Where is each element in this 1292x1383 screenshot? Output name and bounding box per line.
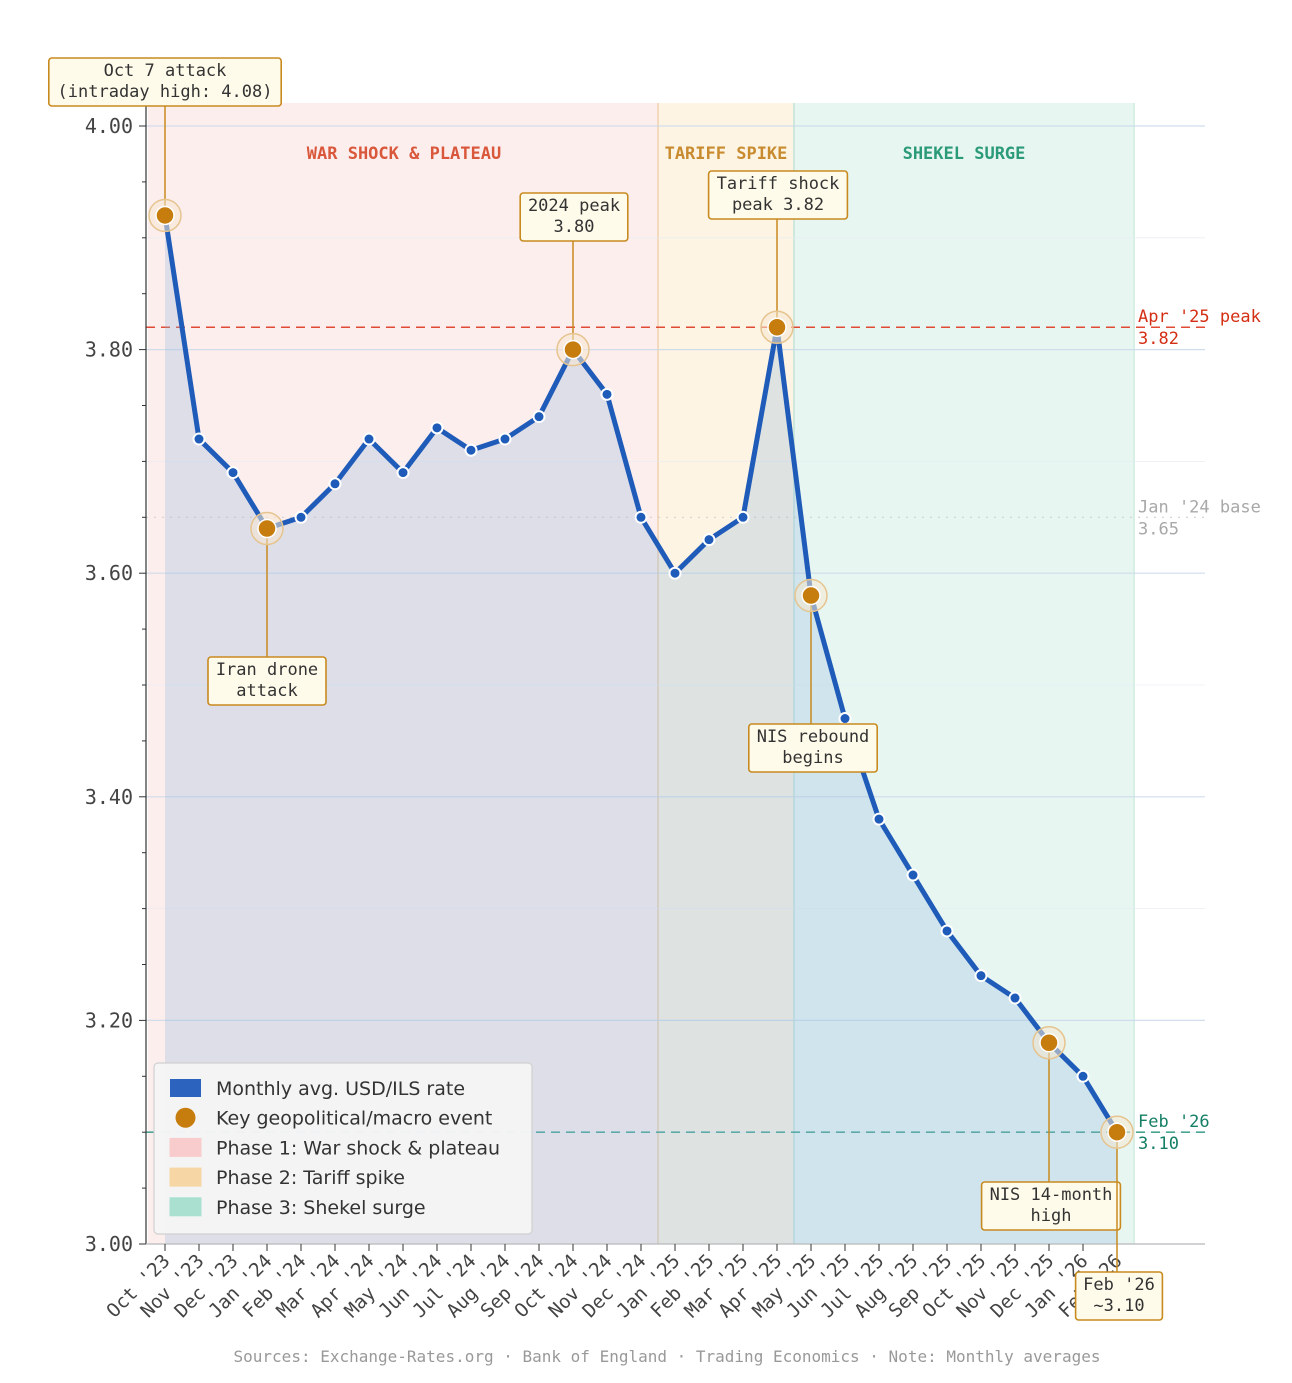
event-annotation-text: high: [1031, 1206, 1072, 1226]
event-annotation-text: 3.80: [554, 217, 595, 237]
data-point: [362, 432, 376, 446]
data-point: [226, 466, 240, 480]
event-annotation-text: (intraday high: 4.08): [58, 82, 273, 102]
reference-label: Apr '25 peak: [1138, 307, 1261, 327]
legend-label: Phase 3: Shekel surge: [216, 1197, 426, 1219]
data-point: [600, 387, 614, 401]
y-tick-label: 4.00: [85, 114, 133, 138]
event-annotation-text: begins: [782, 748, 843, 768]
data-point: [736, 510, 750, 524]
data-point: [1008, 991, 1022, 1005]
data-point: [532, 410, 546, 424]
footer-sources: Sources: Exchange-Rates.org · Bank of En…: [234, 1347, 1101, 1366]
phase-band-3: [794, 103, 1134, 1244]
reference-label: Jan '24 base: [1138, 497, 1261, 517]
data-point: [464, 443, 478, 457]
phase-label-1: WAR SHOCK & PLATEAU: [307, 144, 501, 164]
legend-label: Phase 2: Tariff spike: [216, 1167, 405, 1189]
reference-label: Feb '26: [1138, 1112, 1210, 1132]
legend-box: [153, 1062, 533, 1235]
data-point: [192, 432, 206, 446]
data-point: [396, 466, 410, 480]
y-tick-label: 3.80: [85, 338, 133, 362]
data-point: [906, 868, 920, 882]
event-annotation-box: [47, 57, 282, 107]
event-marker: [1039, 1033, 1059, 1053]
event-annotation-text: peak 3.82: [732, 195, 824, 215]
event-annotation-text: Tariff shock: [717, 174, 840, 194]
y-tick-label: 3.40: [85, 785, 133, 809]
y-tick-label: 3.60: [85, 561, 133, 585]
data-point: [872, 812, 886, 826]
event-marker: [767, 317, 787, 337]
legend-swatch: [169, 1167, 202, 1187]
legend-label: Phase 1: War shock & plateau: [216, 1137, 500, 1159]
phase-band-2: [658, 103, 794, 1244]
event-annotation-text: NIS rebound: [757, 727, 870, 747]
event-annotation-box: [519, 192, 629, 242]
event-annotation-box: [980, 1181, 1122, 1231]
legend-marker: [175, 1107, 196, 1128]
reference-value: 3.82: [1138, 329, 1179, 349]
legend-label: Key geopolitical/macro event: [216, 1108, 492, 1130]
data-point: [634, 510, 648, 524]
data-point: [940, 924, 954, 938]
data-point: [668, 566, 682, 580]
legend-label: Monthly avg. USD/ILS rate: [216, 1078, 465, 1100]
event-marker: [563, 339, 583, 360]
legend-swatch: [169, 1137, 202, 1157]
legend-swatch: [170, 1079, 201, 1097]
reference-value: 3.10: [1138, 1134, 1179, 1154]
event-annotation-text: ~3.10: [1093, 1296, 1144, 1316]
data-point: [702, 533, 716, 547]
data-point: [1076, 1069, 1090, 1083]
event-marker: [1107, 1122, 1127, 1142]
event-annotation-box: [207, 656, 327, 706]
event-annotation-text: Oct 7 attack: [104, 61, 227, 81]
data-point: [974, 969, 988, 983]
event-marker: [801, 585, 821, 606]
event-annotation-text: NIS 14-month: [990, 1185, 1113, 1205]
event-annotation-text: Feb '26: [1083, 1275, 1155, 1295]
y-tick-label: 3.20: [85, 1008, 133, 1032]
event-annotation-box: [1074, 1271, 1164, 1321]
data-point: [430, 421, 444, 435]
event-annotation-box: [747, 723, 878, 773]
data-point: [328, 477, 342, 491]
event-marker: [155, 205, 175, 226]
reference-value: 3.65: [1138, 519, 1179, 539]
phase-label-2: TARIFF SPIKE: [665, 144, 788, 164]
data-point: [838, 712, 852, 726]
event-annotation-text: Iran drone: [216, 660, 318, 680]
event-annotation-text: 2024 peak: [528, 196, 620, 216]
data-point: [498, 432, 512, 446]
y-tick-label: 3.00: [85, 1232, 133, 1256]
event-annotation-text: attack: [236, 681, 297, 701]
event-marker: [257, 518, 277, 539]
event-annotation-box: [707, 170, 849, 220]
data-point: [294, 510, 308, 524]
legend-swatch: [169, 1197, 202, 1217]
phase-label-3: SHEKEL SURGE: [903, 144, 1026, 164]
